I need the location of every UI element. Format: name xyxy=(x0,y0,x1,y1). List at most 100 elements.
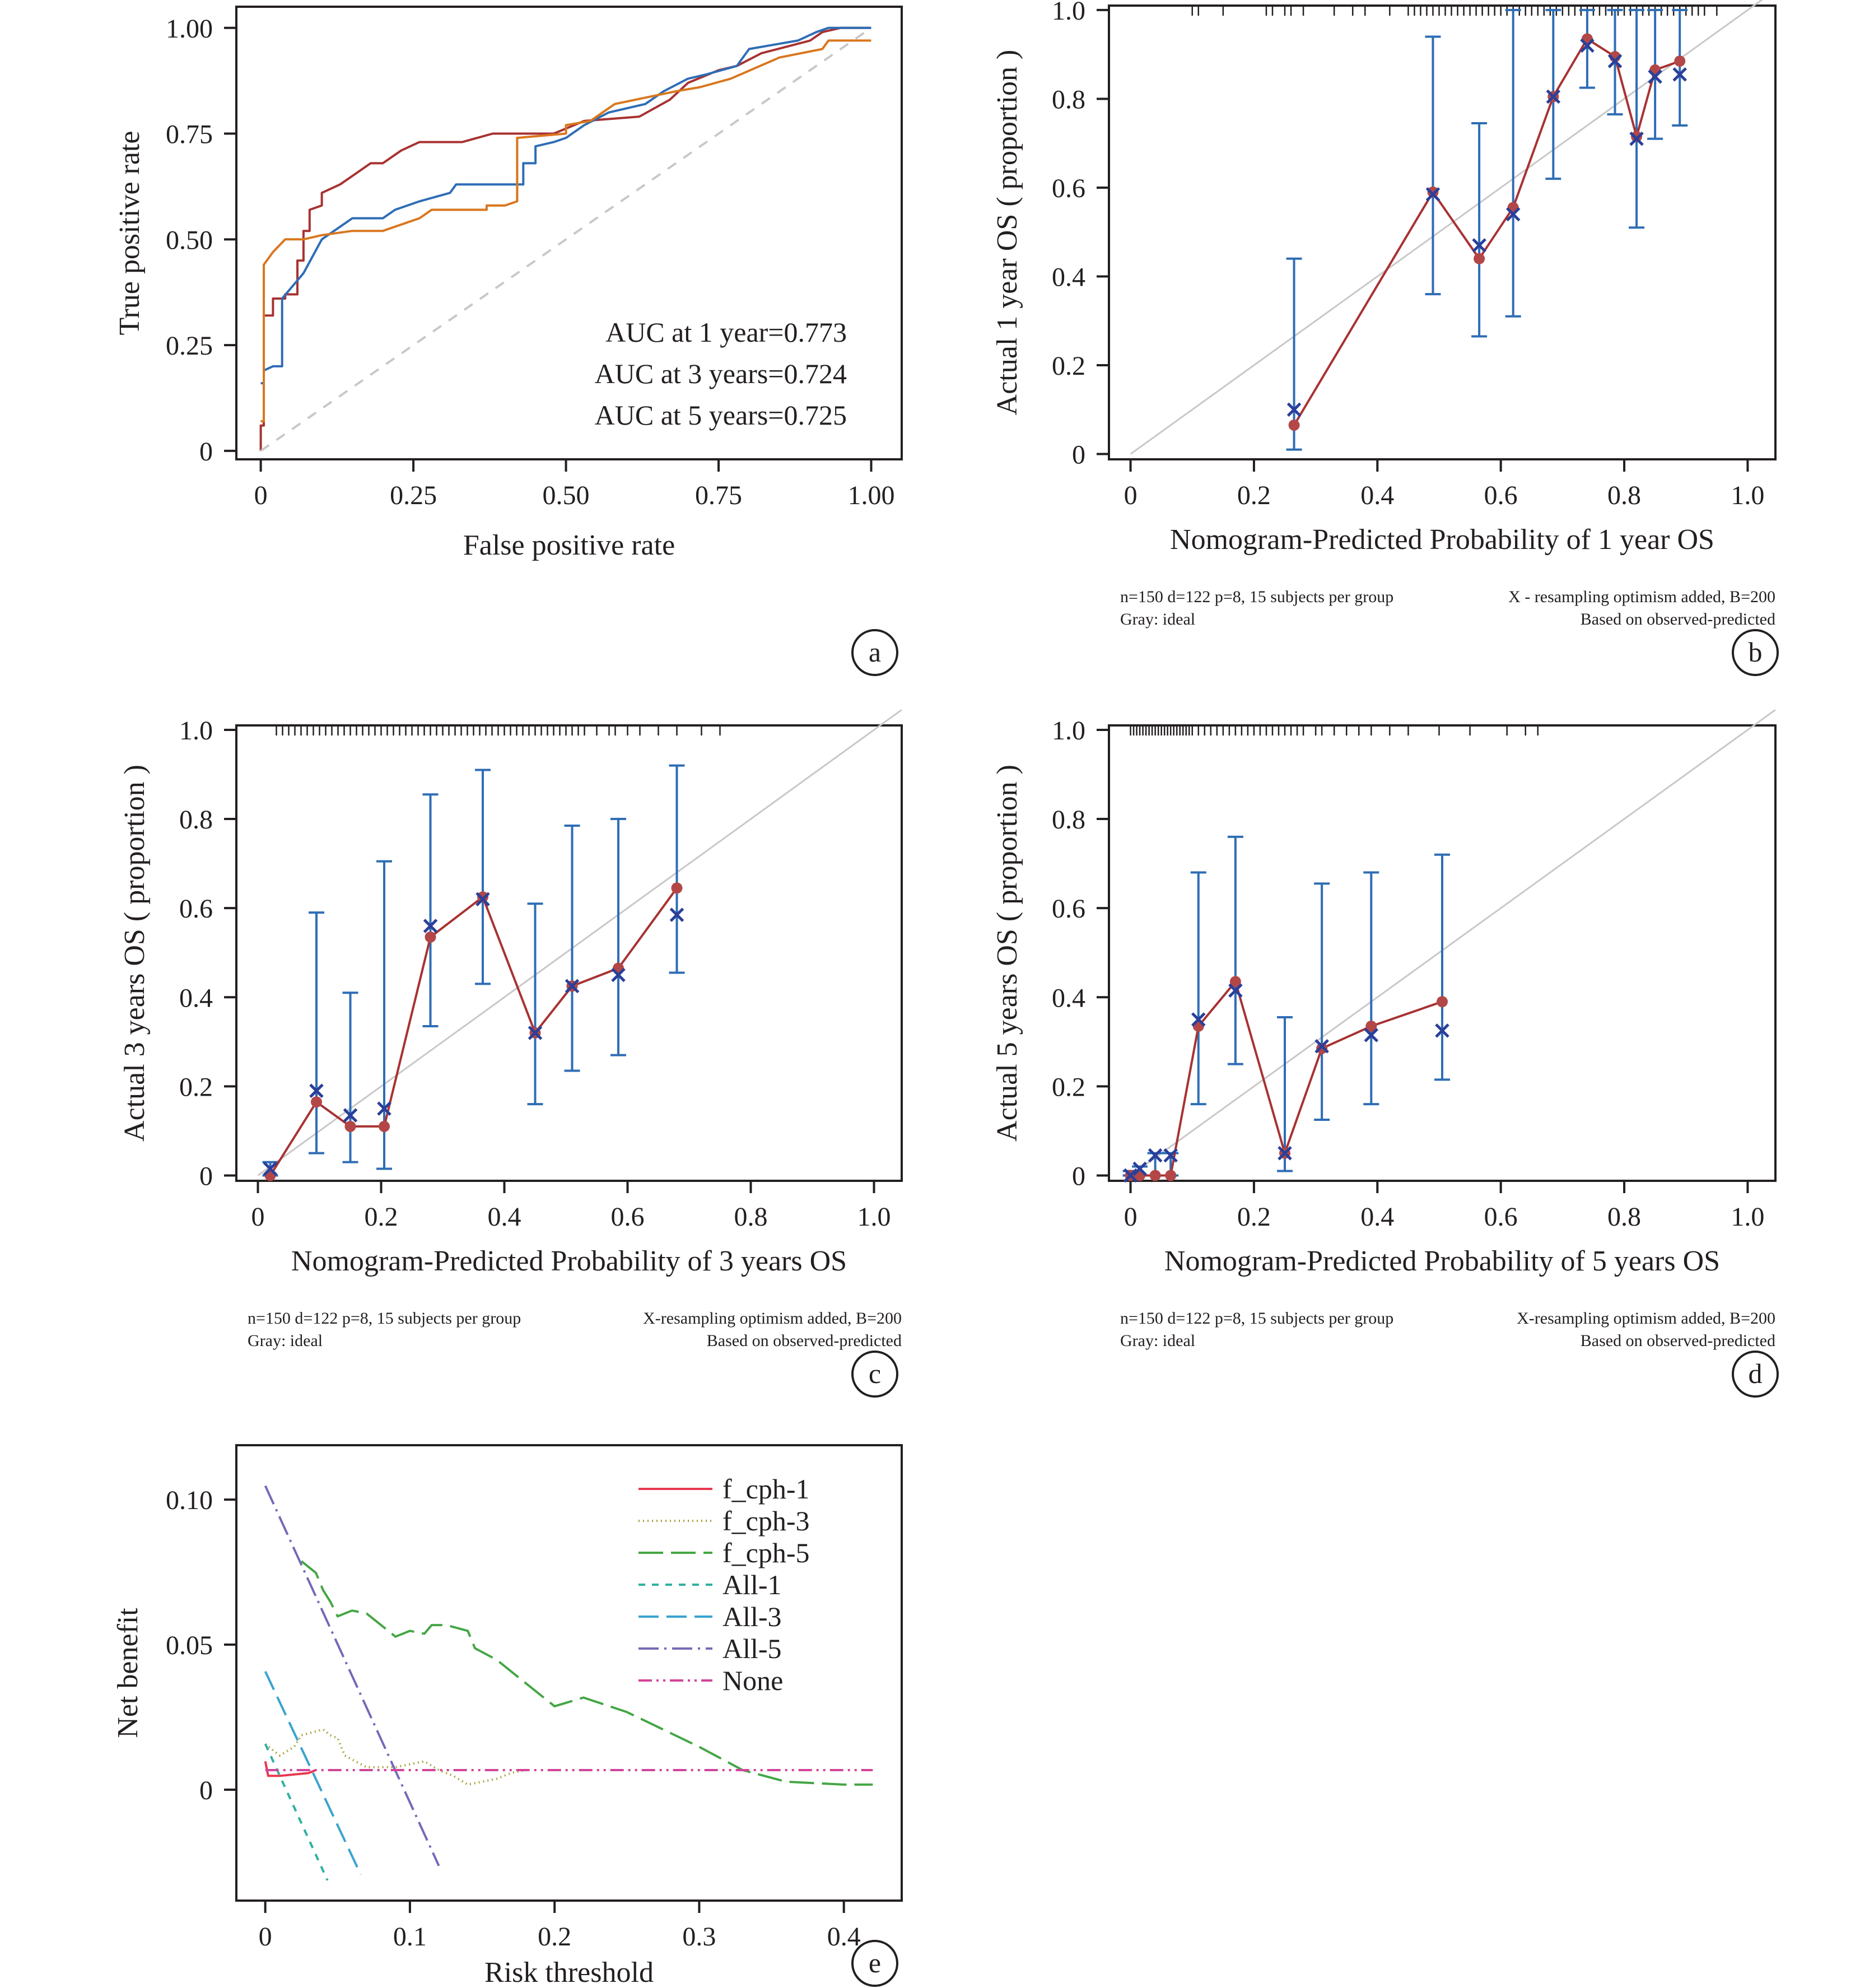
corrected-point xyxy=(1472,238,1486,253)
observed-line xyxy=(269,887,678,1176)
corrected-point xyxy=(1629,132,1644,146)
plot-frame xyxy=(235,6,903,460)
corrected-point xyxy=(423,919,438,933)
y-tick-label: 0.2 xyxy=(179,1072,213,1102)
corrected-point xyxy=(1132,1161,1147,1176)
panel-c-calibration-3-years: 0 0 0.2 0.2 0.4 0.4 0.6 0.6 0.8 0.8 1.0 1.0 Nomogram… xyxy=(119,709,903,1398)
panel-label-circle xyxy=(1732,1351,1779,1398)
y-tick-label: 0.4 xyxy=(1052,262,1085,292)
x-tick-label: 0.3 xyxy=(682,1922,716,1952)
corrected-point xyxy=(1191,1012,1206,1027)
panel-label-circle xyxy=(1732,629,1779,676)
x-tick-label: 0.6 xyxy=(1484,1202,1518,1232)
x-tick-label: 0 xyxy=(1124,481,1138,510)
legend-label: All-1 xyxy=(722,1569,782,1600)
panel-label: a xyxy=(869,636,881,668)
corrected-point xyxy=(1278,1146,1292,1161)
panel-label-circle xyxy=(851,1940,898,1987)
x-tick-label: 1.0 xyxy=(1731,1202,1764,1232)
x-axis-title: Nomogram-Predicted Probability of 1 year… xyxy=(1170,524,1714,556)
footnote-left-1: n=150 d=122 p=8, 15 subjects per group xyxy=(1120,588,1393,606)
plot-frame xyxy=(1108,724,1777,1182)
x-tick-label: 1.0 xyxy=(1731,481,1764,510)
corrected-point xyxy=(343,1108,358,1123)
corrected-point xyxy=(1672,67,1687,82)
x-axis-title: Nomogram-Predicted Probability of 5 year… xyxy=(1164,1245,1720,1277)
x-tick-label: 0.2 xyxy=(365,1202,398,1232)
x-tick-label: 0.8 xyxy=(734,1202,768,1232)
reference-diagonal xyxy=(260,27,872,452)
corrected-point xyxy=(1435,1023,1449,1038)
y-tick-label: 0 xyxy=(199,1161,213,1191)
y-tick-label: 0.10 xyxy=(166,1486,213,1515)
legend-label: All-5 xyxy=(722,1633,782,1664)
observed-point xyxy=(1229,976,1241,988)
y-axis-title: True positive rate xyxy=(114,131,146,336)
x-tick-label: 0 xyxy=(1124,1202,1138,1232)
y-tick-label: 0.8 xyxy=(1052,85,1085,114)
x-tick-label: 0 xyxy=(254,481,268,510)
footnote-right-2: Based on observed-predicted xyxy=(707,1331,902,1350)
plot-frame xyxy=(235,1444,903,1902)
y-tick-label: 0.50 xyxy=(166,225,213,255)
footnote-left-2: Gray: ideal xyxy=(1120,610,1195,628)
x-axis-title: Nomogram-Predicted Probability of 3 year… xyxy=(291,1245,847,1277)
corrected-point xyxy=(669,907,684,922)
observed-point xyxy=(425,931,436,943)
y-axis-title: Actual 1 year OS ( proportion ) xyxy=(991,50,1023,416)
dca-curve-All-1 xyxy=(264,1743,329,1881)
y-tick-label: 0.75 xyxy=(166,120,213,150)
ideal-line xyxy=(257,709,902,1176)
corrected-point xyxy=(528,1026,543,1040)
corrected-point xyxy=(1546,89,1561,104)
legend-label: None xyxy=(722,1665,783,1696)
x-tick-label: 0.4 xyxy=(827,1922,861,1952)
corrected-point xyxy=(309,1083,324,1098)
corrected-point xyxy=(1123,1168,1138,1183)
observed-point xyxy=(1365,1020,1377,1032)
x-tick-label: 1.0 xyxy=(857,1202,891,1232)
observed-point xyxy=(1149,1170,1161,1181)
panel-d-calibration-5-years: 0 0 0.2 0.2 0.4 0.4 0.6 0.6 0.8 0.8 1.0 1.0 Nomogram… xyxy=(991,709,1779,1398)
observed-point xyxy=(379,1120,390,1132)
y-tick-label: 0.25 xyxy=(166,331,213,361)
x-tick-label: 0.2 xyxy=(1237,481,1271,510)
x-tick-label: 0.4 xyxy=(1360,1202,1394,1232)
observed-line xyxy=(1130,980,1443,1177)
y-tick-label: 0.6 xyxy=(179,894,213,924)
observed-point xyxy=(1631,131,1643,142)
legend-label: f_cph-1 xyxy=(722,1473,810,1505)
panel-label: b xyxy=(1749,636,1763,668)
panel-label: e xyxy=(869,1947,881,1978)
y-tick-label: 0.2 xyxy=(1052,351,1085,381)
y-tick-label: 0 xyxy=(1072,440,1085,469)
corrected-point xyxy=(1580,38,1595,53)
observed-point xyxy=(1316,1042,1328,1054)
y-tick-label: 0.4 xyxy=(1052,983,1085,1013)
y-tick-label: 0.8 xyxy=(1052,805,1085,835)
x-tick-label: 0 xyxy=(251,1202,265,1232)
dca-curve-All-3 xyxy=(264,1671,362,1875)
x-tick-label: 0.50 xyxy=(543,481,590,510)
observed-point xyxy=(1674,55,1686,67)
y-tick-label: 0.05 xyxy=(166,1631,213,1660)
x-tick-label: 0 xyxy=(259,1922,272,1952)
y-tick-label: 0 xyxy=(199,1776,213,1805)
y-axis-title: Actual 3 years OS ( proportion ) xyxy=(119,765,151,1142)
y-tick-label: 1.0 xyxy=(179,716,213,746)
x-tick-label: 0.8 xyxy=(1607,1202,1641,1232)
corrected-point xyxy=(1228,983,1243,998)
x-tick-label: 0.2 xyxy=(1237,1202,1271,1232)
observed-line xyxy=(1293,38,1680,426)
x-axis-title: Risk threshold xyxy=(484,1957,654,1988)
y-tick-label: 0.6 xyxy=(1052,894,1085,924)
corrected-point xyxy=(476,892,490,907)
observed-point xyxy=(671,882,683,894)
corrected-point xyxy=(1148,1148,1163,1163)
corrected-point xyxy=(1425,187,1441,202)
legend-label: f_cph-3 xyxy=(722,1505,810,1537)
footnote-left-1: n=150 d=122 p=8, 15 subjects per group xyxy=(248,1309,521,1328)
footnote-left-1: n=150 d=122 p=8, 15 subjects per group xyxy=(1120,1309,1393,1328)
dca-curve-f_cph-5 xyxy=(300,1560,873,1786)
